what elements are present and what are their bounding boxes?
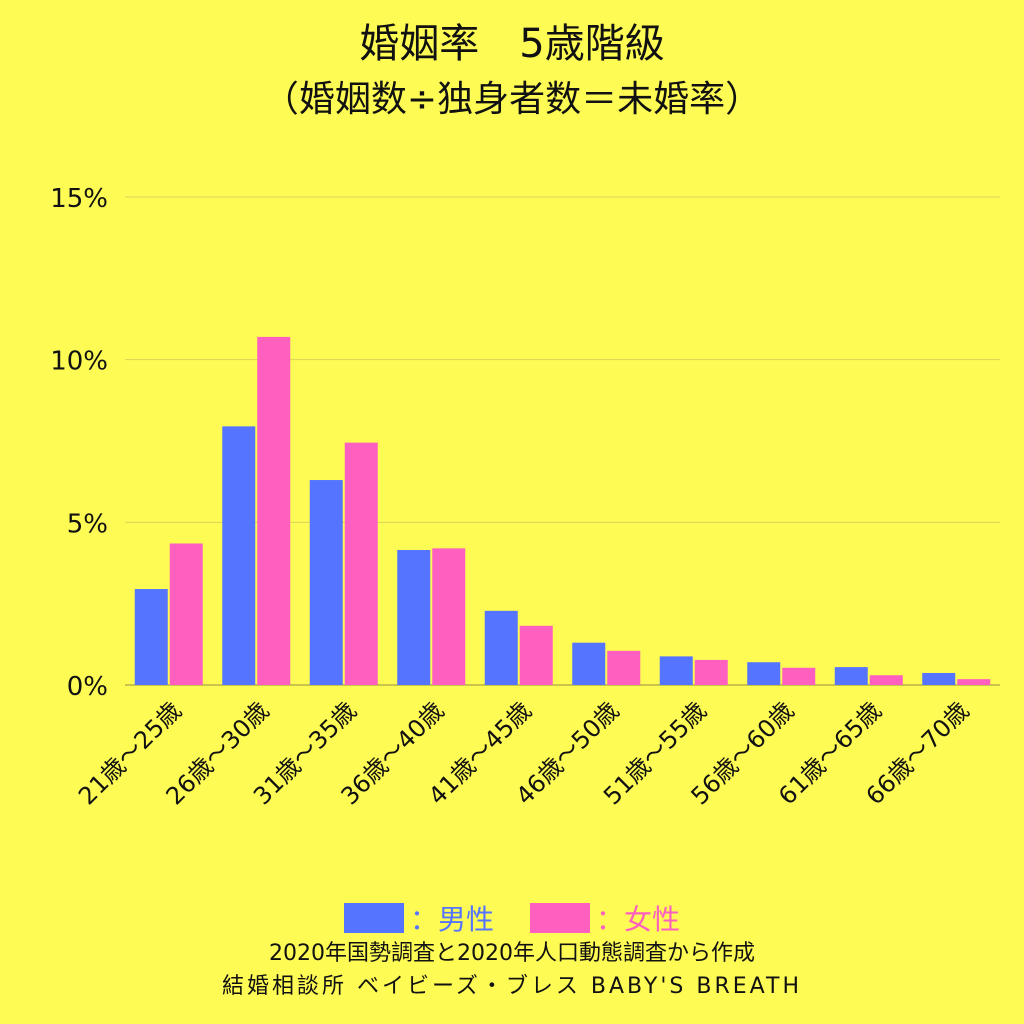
bar-female	[957, 679, 991, 685]
bar-male	[134, 589, 168, 685]
legend-label-male: ：男性	[409, 903, 494, 936]
bar-female	[869, 675, 903, 685]
bar-female	[432, 548, 466, 685]
source-note: 2020年国勢調査と2020年人口動態調査から作成	[269, 941, 755, 966]
chart-title: 婚姻率 5歳階級	[359, 21, 665, 67]
bar-female	[519, 625, 553, 685]
bar-male	[572, 642, 606, 685]
legend-label-female: ：女性	[596, 903, 681, 936]
bar-male	[222, 426, 256, 685]
bar-male	[922, 672, 956, 685]
legend-item-female: ：女性	[530, 898, 680, 938]
legend-swatch-female	[530, 903, 590, 933]
y-tick-label: 10%	[50, 347, 108, 377]
bar-male	[397, 549, 431, 685]
y-tick-label: 0%	[67, 672, 108, 702]
bar-female	[344, 442, 378, 685]
legend: ：男性 ：女性	[0, 898, 1024, 938]
bar-male	[659, 656, 693, 685]
bar-female	[782, 667, 816, 685]
bar-male	[309, 480, 343, 685]
bar-female	[694, 659, 728, 685]
bar-female	[169, 543, 203, 685]
y-tick-label: 5%	[67, 509, 108, 539]
bar-female	[257, 336, 291, 685]
bar-female	[607, 650, 641, 685]
legend-item-male: ：男性	[343, 898, 494, 938]
bar-male	[484, 610, 518, 685]
chart-subtitle: （婚姻数÷独身者数＝未婚率）	[262, 79, 762, 120]
y-tick-label: 15%	[50, 184, 108, 214]
bar-male	[747, 662, 781, 685]
legend-swatch-male	[343, 903, 404, 933]
credit-line: 結婚相談所 ベイビーズ・ブレス BABY'S BREATH	[222, 974, 802, 999]
bar-male	[834, 667, 868, 685]
